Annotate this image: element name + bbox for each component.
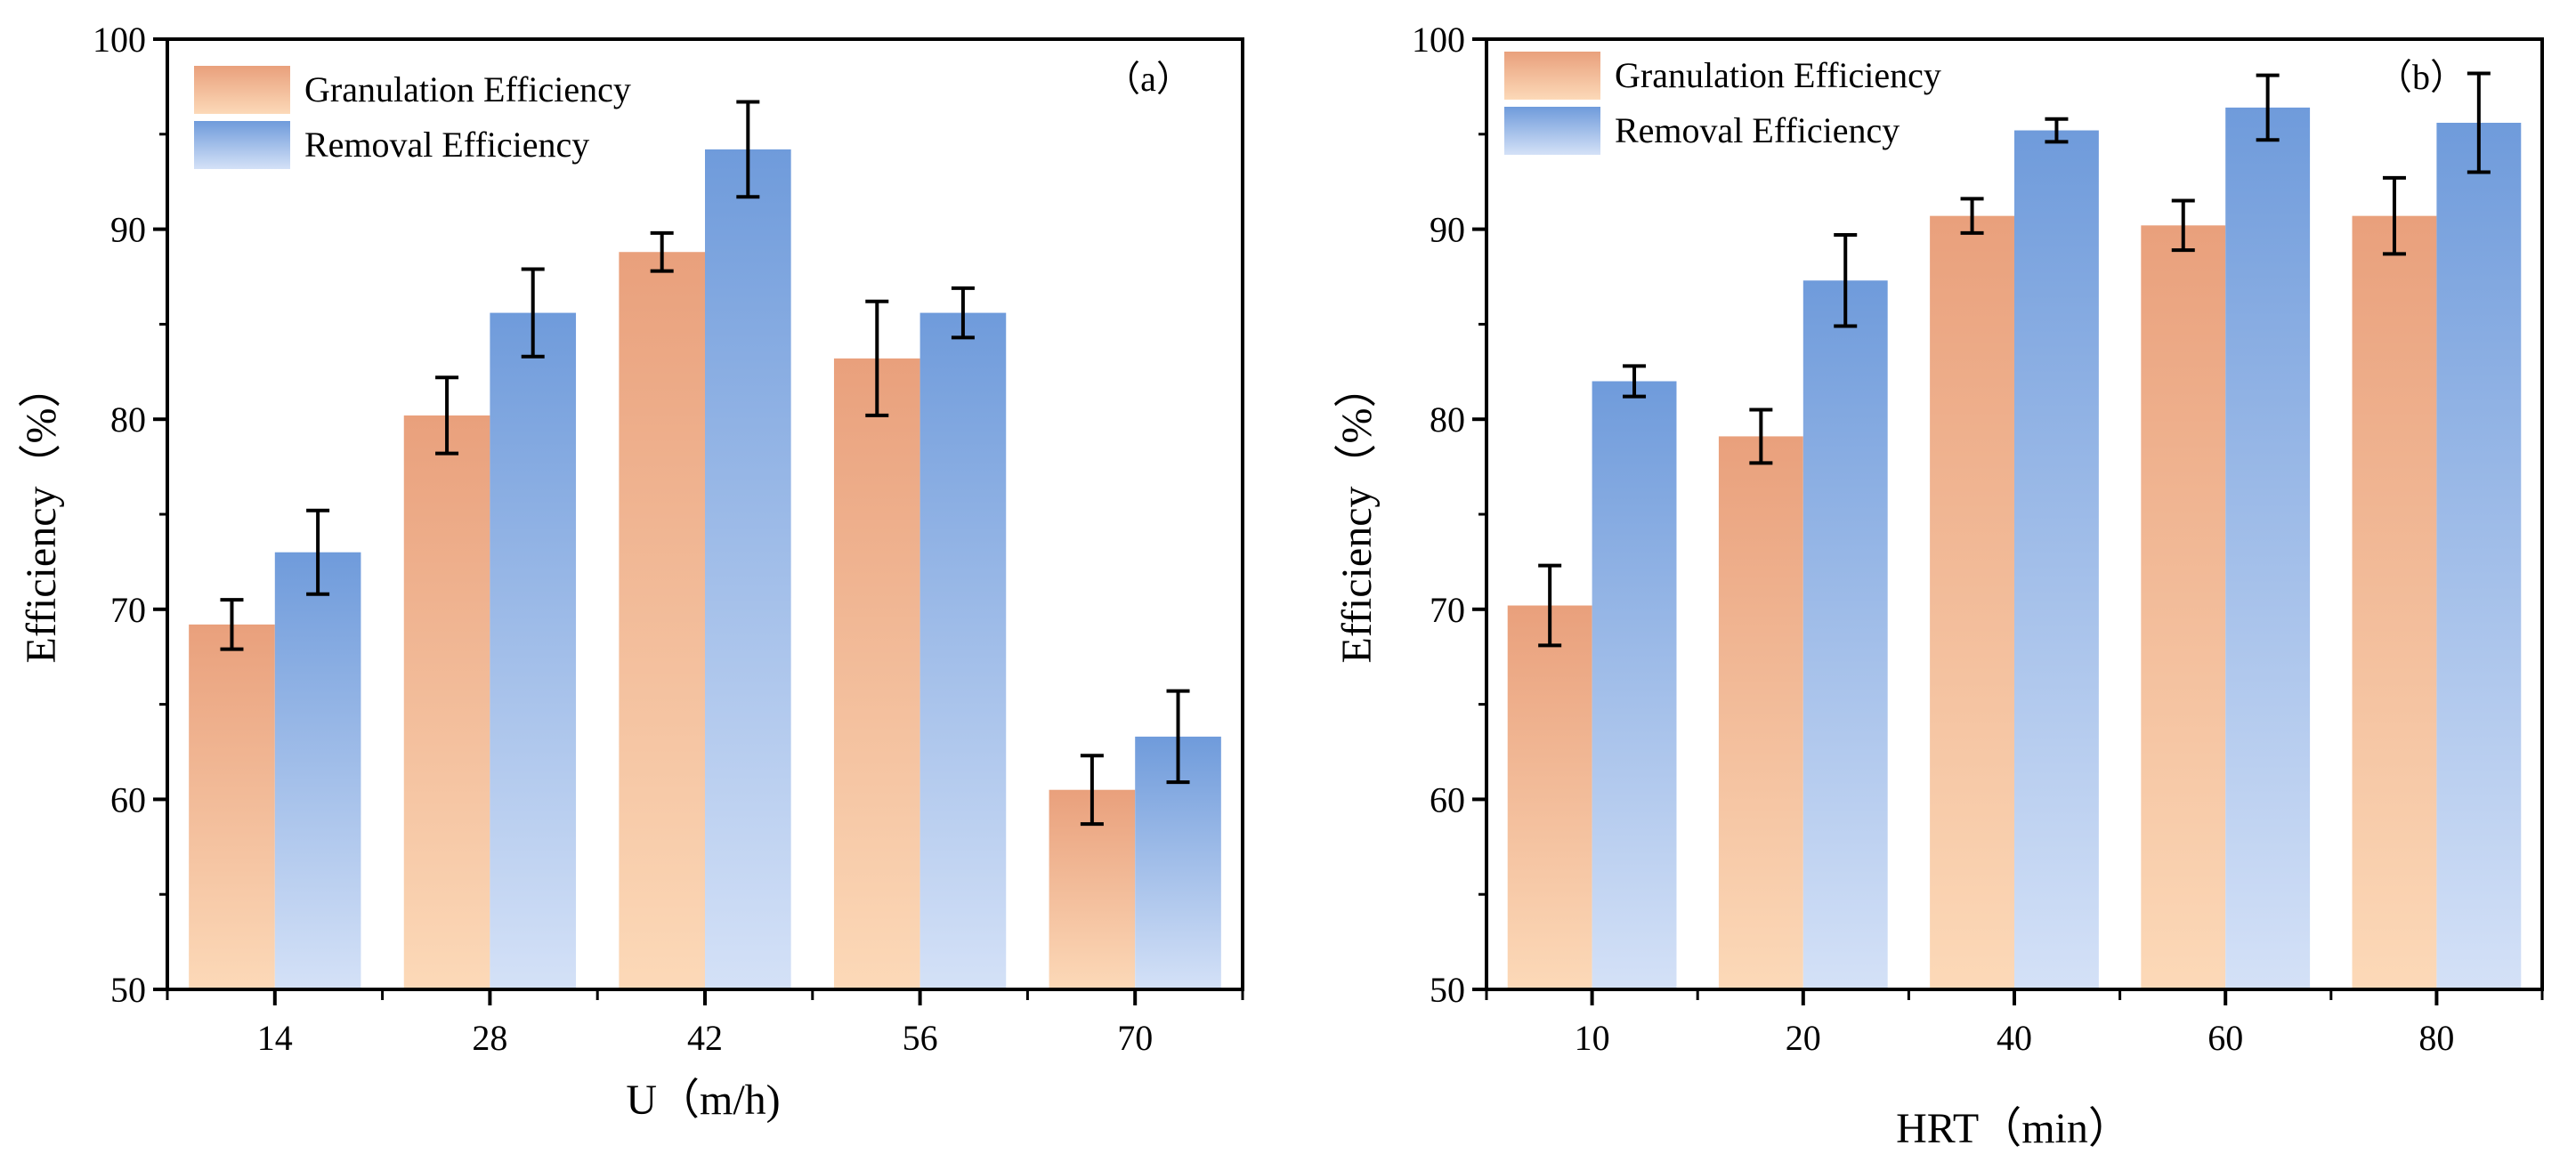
x-tick-label: 70 (1117, 1018, 1153, 1058)
x-tick-label: 80 (2418, 1018, 2454, 1058)
error-bar-granulation-70 (1080, 754, 1104, 827)
x-tick-label: 42 (687, 1018, 723, 1058)
error-bar-removal-60 (2256, 73, 2280, 142)
error-bar-granulation-60 (2171, 198, 2195, 253)
error-bar-removal-80 (2467, 71, 2491, 174)
error-bar-granulation-10 (1538, 563, 1562, 648)
x-tick-label: 28 (472, 1018, 507, 1058)
error-bar-granulation-14 (220, 598, 244, 651)
bar-granulation-56 (833, 358, 920, 989)
legend-label-removal: Removal Efficiency (1615, 110, 1900, 150)
legend-swatch-granulation (194, 66, 290, 114)
legend-swatch-granulation (1504, 52, 1600, 100)
y-tick-label: 90 (110, 210, 146, 250)
error-bar-granulation-20 (1749, 408, 1773, 465)
bar-granulation-60 (2141, 225, 2226, 989)
error-bar-removal-40 (2045, 117, 2069, 144)
y-tick-label: 70 (110, 590, 146, 630)
chart-panel-b: 50 60 70 80 90 100 10 20 40 60 80 HRT（min） Efficienc… (1333, 20, 2544, 1152)
x-tick-label: 56 (903, 1018, 938, 1058)
legend: Granulation Efficiency Removal Efficiency (194, 66, 631, 169)
x-axis-title: U（m/h) (626, 1077, 780, 1124)
y-tick-label: 100 (1412, 20, 1465, 60)
error-bar-granulation-56 (865, 299, 889, 417)
bar-granulation-40 (1930, 215, 2014, 989)
y-axis-title: Efficiency（%） (18, 366, 65, 664)
bar-removal-28 (490, 312, 577, 990)
y-tick-label: 60 (1430, 779, 1465, 819)
legend: Granulation Efficiency Removal Efficiency (1504, 52, 1941, 155)
error-bar-granulation-40 (1960, 197, 1984, 235)
legend-swatch-removal (194, 121, 290, 169)
x-tick-label: 10 (1575, 1018, 1610, 1058)
error-bar-removal-70 (1166, 689, 1190, 785)
error-bar-granulation-80 (2382, 175, 2406, 256)
bar-removal-42 (705, 149, 791, 989)
legend-label-granulation: Granulation Efficiency (1615, 55, 1941, 95)
y-tick-label: 60 (110, 779, 146, 819)
x-tick-label: 14 (257, 1018, 293, 1058)
legend-label-removal: Removal Efficiency (304, 125, 589, 165)
chart-panel-a: 50 60 70 80 90 100 14 28 42 56 70 U（m/h) Efficiency（… (18, 20, 1244, 1124)
legend-swatch-removal (1504, 107, 1600, 155)
y-tick-label: 50 (1430, 970, 1465, 1010)
legend-label-granulation: Granulation Efficiency (304, 69, 631, 109)
y-tick-label: 90 (1430, 210, 1465, 250)
error-bar-granulation-28 (435, 375, 459, 456)
y-tick-label: 50 (110, 970, 146, 1010)
bar-removal-60 (2225, 107, 2311, 989)
error-bar-removal-56 (951, 286, 975, 340)
bar-removal-40 (2014, 130, 2099, 989)
bar-granulation-28 (403, 415, 490, 990)
x-tick-label: 40 (1997, 1018, 2032, 1058)
error-bar-removal-42 (736, 100, 760, 199)
error-bar-granulation-42 (650, 230, 674, 273)
y-axis-title: Efficiency（%） (1333, 366, 1381, 664)
bar-granulation-14 (189, 624, 275, 989)
bar-removal-80 (2436, 122, 2522, 989)
error-bar-removal-20 (1834, 233, 1858, 328)
x-axis-title: HRT（min） (1896, 1105, 2131, 1152)
error-bar-removal-10 (1623, 364, 1647, 399)
error-bar-removal-14 (306, 508, 330, 596)
bar-removal-14 (274, 552, 361, 989)
bar-removal-10 (1592, 381, 1677, 990)
bar-granulation-42 (619, 252, 705, 989)
error-bar-removal-28 (521, 267, 545, 359)
x-tick-label: 20 (1786, 1018, 1821, 1058)
bar-removal-20 (1802, 280, 1888, 990)
bar-removal-56 (919, 312, 1007, 990)
panel-label: （a） (1105, 59, 1192, 99)
panel-label: （b） (2377, 57, 2466, 97)
y-tick-label: 70 (1430, 590, 1465, 630)
y-tick-label: 80 (1430, 399, 1465, 440)
bar-granulation-20 (1718, 436, 1803, 989)
bar-granulation-10 (1507, 605, 1592, 989)
y-tick-label: 80 (110, 399, 146, 440)
bar-granulation-80 (2352, 215, 2437, 989)
y-tick-label: 100 (93, 20, 146, 60)
x-tick-label: 60 (2207, 1018, 2243, 1058)
